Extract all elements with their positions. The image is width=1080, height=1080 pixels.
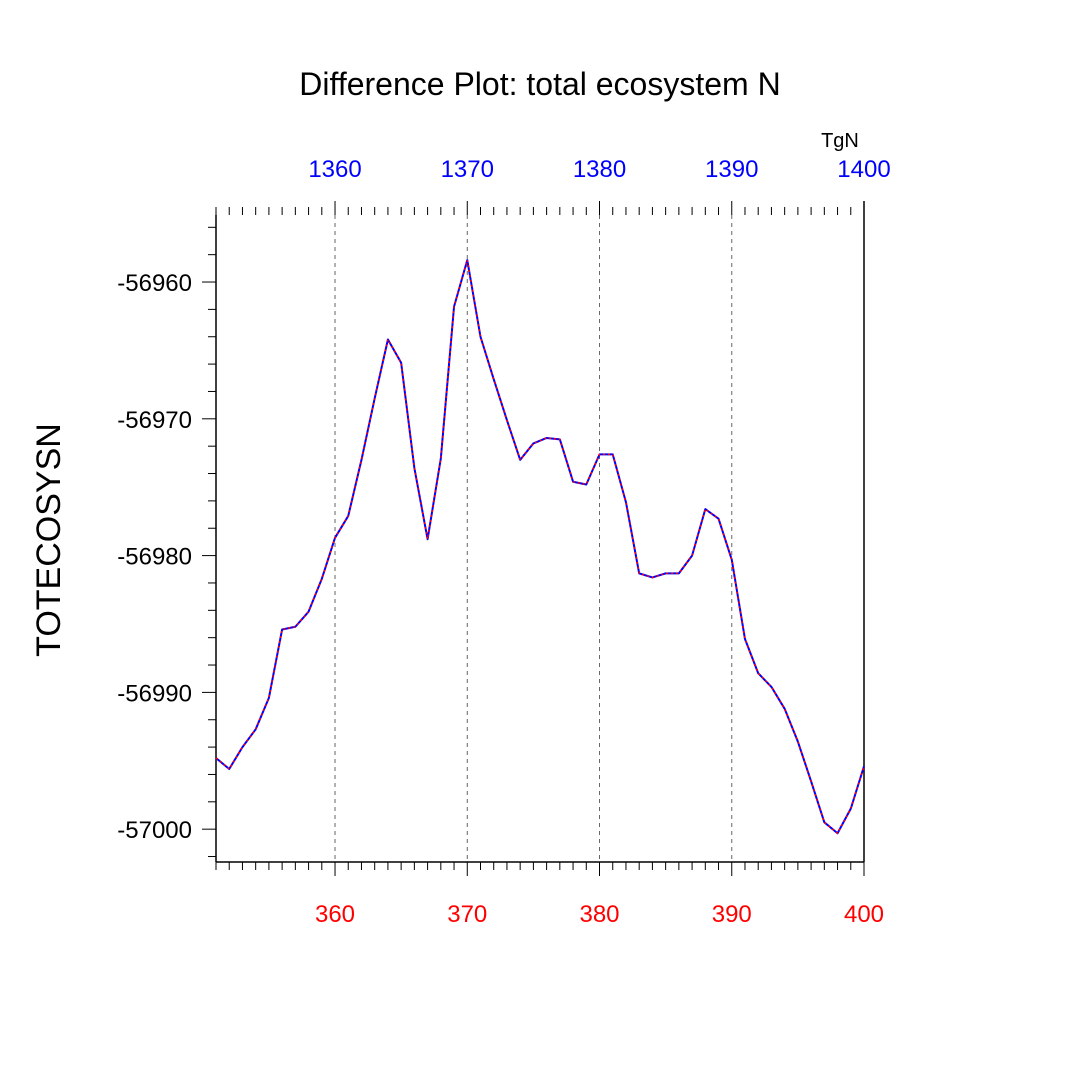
top-x-tick-label: 1360 <box>308 156 361 183</box>
axis-ticks <box>202 201 865 876</box>
top-x-tick-label: 1400 <box>837 156 890 183</box>
plot-frame <box>215 201 865 863</box>
x-tick-label: 370 <box>447 901 487 928</box>
series-line-blue <box>215 259 865 835</box>
grid-lines <box>334 215 733 862</box>
y-axis-label: TOTECOSYSN <box>30 423 68 657</box>
series-lines <box>215 259 865 835</box>
units-label: TgN <box>821 130 859 152</box>
top-x-tick-label: 1390 <box>705 156 758 183</box>
top-x-tick-label: 1380 <box>573 156 626 183</box>
y-tick-label: -56960 <box>117 270 192 297</box>
y-tick-label: -56990 <box>117 680 192 707</box>
series-line-red-dashed <box>215 259 865 835</box>
y-tick-label: -57000 <box>117 817 192 844</box>
tick-labels: 360 370 380 390 400 1360 1370 1380 1390 1400 -5696… <box>117 156 890 928</box>
x-tick-label: 360 <box>315 901 355 928</box>
chart-title: Difference Plot: total ecosystem N <box>299 66 780 102</box>
x-tick-label: 400 <box>844 901 884 928</box>
x-tick-label: 380 <box>579 901 619 928</box>
y-tick-label: -56970 <box>117 407 192 434</box>
x-tick-label: 390 <box>712 901 752 928</box>
y-tick-label: -56980 <box>117 544 192 571</box>
top-x-tick-label: 1370 <box>441 156 494 183</box>
